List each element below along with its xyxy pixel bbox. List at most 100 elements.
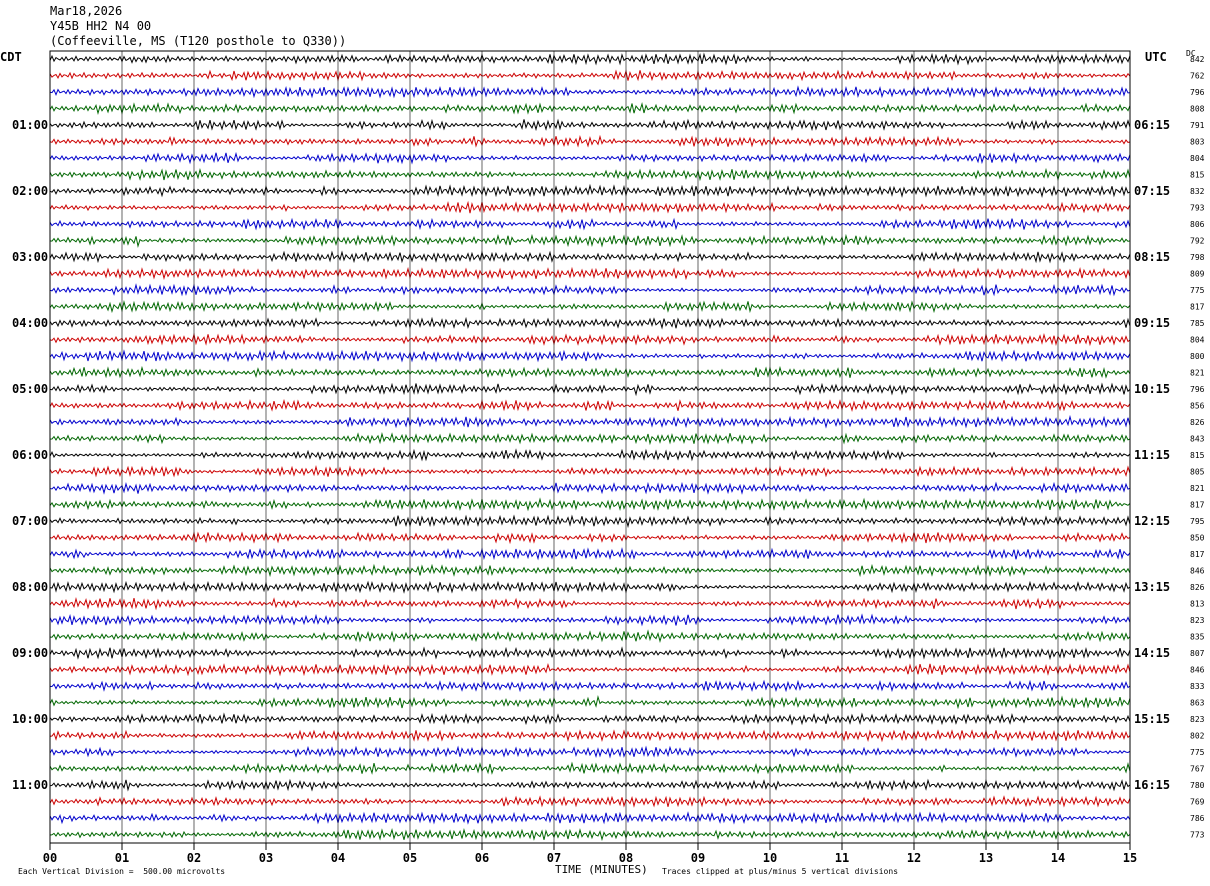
plot-frame (49, 50, 1131, 844)
trace-line (49, 134, 1131, 148)
dc-value: 775 (1190, 748, 1205, 757)
trace-line (49, 69, 1131, 82)
dc-value: 785 (1190, 319, 1205, 328)
dc-value: 796 (1190, 385, 1205, 394)
dc-value: 809 (1190, 270, 1205, 279)
utc-hour-label: 15:15 (1134, 712, 1170, 726)
dc-value: 798 (1190, 253, 1205, 262)
dc-value: 802 (1190, 732, 1205, 741)
trace-line (49, 563, 1131, 578)
dc-value: 775 (1190, 286, 1205, 295)
trace-line (49, 183, 1131, 198)
trace-line (49, 448, 1131, 462)
header-channel: Y45B HH2 N4 00 (50, 19, 152, 33)
trace-line (49, 778, 1131, 792)
trace-line (49, 514, 1131, 529)
trace-line (49, 85, 1131, 99)
dc-value: 800 (1190, 352, 1205, 361)
trace-line (49, 531, 1131, 545)
trace-line (49, 811, 1131, 825)
trace-line (49, 745, 1131, 759)
trace-line (49, 547, 1131, 561)
dc-value: 817 (1190, 303, 1205, 312)
trace-line (49, 250, 1131, 264)
utc-hour-label: 13:15 (1134, 580, 1170, 594)
x-tick-label: 00 (43, 851, 57, 865)
trace-line (49, 432, 1131, 446)
trace-line (49, 233, 1131, 248)
trace-line (49, 728, 1131, 743)
trace-line (49, 613, 1131, 627)
x-tick-label: 10 (763, 851, 777, 865)
x-tick-label: 03 (259, 851, 273, 865)
dc-value: 856 (1190, 402, 1205, 411)
trace-line (49, 118, 1131, 132)
dc-value: 823 (1190, 616, 1205, 625)
utc-hour-label: 16:15 (1134, 778, 1170, 792)
cdt-hour-label: 07:00 (12, 514, 48, 528)
dc-value: 769 (1190, 798, 1205, 807)
traces-group (49, 52, 1131, 842)
trace-line (49, 300, 1131, 314)
dc-value: 808 (1190, 105, 1205, 114)
trace-line (49, 349, 1131, 363)
trace-line (49, 398, 1131, 412)
dc-value: 786 (1190, 814, 1205, 823)
dc-value: 804 (1190, 154, 1205, 163)
cdt-hour-label: 05:00 (12, 382, 48, 396)
utc-hour-label: 10:15 (1134, 382, 1170, 396)
clip-note: Traces clipped at plus/minus 5 vertical … (662, 867, 899, 876)
cdt-hour-label: 03:00 (12, 250, 48, 264)
x-axis-label: TIME (MINUTES) (555, 863, 648, 876)
dc-value: 813 (1190, 600, 1205, 609)
dc-value: 850 (1190, 534, 1205, 543)
dc-value: 826 (1190, 583, 1205, 592)
trace-line (49, 712, 1131, 726)
dc-value: 795 (1190, 517, 1205, 526)
dc-value: 835 (1190, 633, 1205, 642)
dc-value: 846 (1190, 567, 1205, 576)
dc-value: 805 (1190, 468, 1205, 477)
dc-value: 815 (1190, 171, 1205, 180)
utc-label: UTC (1145, 50, 1167, 64)
cdt-hour-label: 10:00 (12, 712, 48, 726)
utc-hour-label: 09:15 (1134, 316, 1170, 330)
trace-line (49, 679, 1131, 693)
x-tick-label: 02 (187, 851, 201, 865)
dc-value: 833 (1190, 682, 1205, 691)
dc-value: 843 (1190, 435, 1205, 444)
cdt-hour-label: 04:00 (12, 316, 48, 330)
dc-value: 780 (1190, 781, 1205, 790)
trace-line (49, 283, 1131, 297)
utc-hour-label: 06:15 (1134, 118, 1170, 132)
trace-line (49, 580, 1131, 594)
trace-line (49, 266, 1131, 281)
trace-line (49, 761, 1131, 775)
x-tick-label: 12 (907, 851, 921, 865)
cdt-hour-label: 09:00 (12, 646, 48, 660)
dc-values-group: 842 762 796 808 791 803 804 815 832 793 806 792 798 8… (1190, 55, 1205, 840)
dc-value: 817 (1190, 550, 1205, 559)
gridlines-group (121, 51, 1059, 843)
trace-line (49, 382, 1131, 397)
dc-value: 762 (1190, 72, 1205, 81)
dc-value: 863 (1190, 699, 1205, 708)
dc-value: 817 (1190, 501, 1205, 510)
trace-line (49, 497, 1131, 512)
dc-value: 804 (1190, 336, 1205, 345)
cdt-hour-label: 02:00 (12, 184, 48, 198)
trace-line (49, 217, 1131, 231)
dc-value: 815 (1190, 451, 1205, 460)
dc-value: 823 (1190, 715, 1205, 724)
scale-note: Each Vertical Division = 500.00 microvol… (18, 867, 226, 876)
x-ticks-group: 00 01 02 03 04 05 06 07 08 09 10 11 12 13 14 15 (43, 843, 1137, 865)
dc-value: 832 (1190, 187, 1205, 196)
trace-line (49, 629, 1131, 643)
utc-hour-label: 11:15 (1134, 448, 1170, 462)
trace-line (49, 52, 1131, 66)
trace-line (49, 151, 1131, 165)
dc-value: 773 (1190, 831, 1205, 840)
dc-value: 767 (1190, 765, 1205, 774)
dc-value: 803 (1190, 138, 1205, 147)
